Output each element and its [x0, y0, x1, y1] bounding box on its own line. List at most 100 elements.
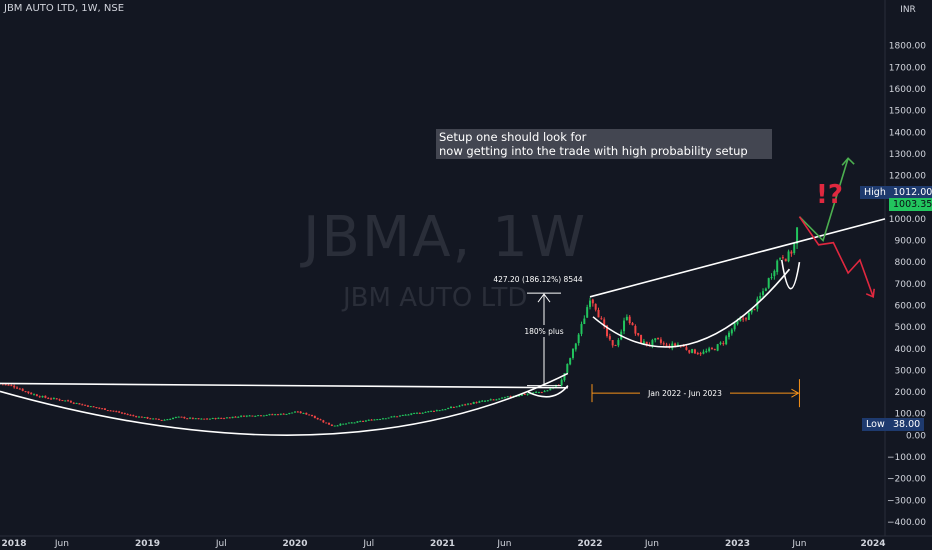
candle-body — [21, 388, 24, 391]
candle-body — [18, 388, 21, 390]
candle-body — [486, 400, 489, 402]
candle-body — [628, 316, 631, 324]
candle-body — [200, 418, 203, 420]
candle-body — [259, 415, 262, 417]
candle-body — [4, 384, 7, 386]
candle-body — [172, 417, 175, 420]
candle-body — [657, 337, 660, 340]
candle-body — [725, 336, 728, 345]
candle-body — [722, 343, 725, 345]
candle-body — [333, 425, 336, 427]
candle-body — [455, 406, 458, 408]
low-label-tag: Low — [862, 418, 889, 431]
candle-body — [569, 358, 572, 365]
setup-note-line1: Setup one should look for — [439, 130, 587, 144]
candle-body — [625, 316, 628, 321]
candle-body — [157, 418, 160, 420]
candle-body — [444, 409, 447, 411]
candle-body — [427, 411, 430, 413]
x-tick-label: Jun — [54, 539, 69, 549]
candle-body — [776, 260, 779, 272]
candle-body — [464, 404, 467, 406]
candle-body — [784, 258, 787, 262]
candle-body — [492, 399, 495, 401]
candle-body — [580, 324, 583, 334]
candle-body — [160, 419, 163, 421]
candle-body — [24, 391, 27, 393]
candle-body — [634, 325, 637, 334]
candle-body — [696, 353, 699, 355]
candle-body — [645, 341, 648, 345]
candle-body — [342, 423, 345, 425]
candle-body — [410, 413, 413, 415]
y-tick-label: 800.00 — [895, 258, 927, 268]
y-tick-label: 400.00 — [895, 345, 927, 355]
candle-body — [38, 396, 41, 398]
candle-body — [308, 414, 311, 416]
candle-body — [191, 417, 194, 419]
y-tick-label: 0.00 — [906, 431, 926, 441]
candle-body — [710, 348, 713, 350]
candle-body — [611, 340, 614, 346]
candle-body — [790, 251, 793, 254]
candle-body — [143, 417, 146, 419]
candle-body — [322, 420, 325, 423]
candle-body — [606, 325, 609, 337]
candle-body — [781, 257, 784, 259]
candle-body — [268, 414, 271, 416]
y-tick-label: −400.00 — [887, 518, 926, 528]
candle-body — [719, 342, 722, 344]
candle-body — [118, 411, 121, 413]
last-price-tag: 1003.35 — [889, 198, 932, 211]
candle-body — [214, 418, 217, 420]
candle-body — [458, 405, 461, 407]
candle-body — [716, 344, 719, 351]
upper-trendline — [589, 218, 886, 298]
candle-body — [189, 417, 192, 419]
candle-body — [336, 425, 339, 427]
candle-body — [367, 419, 370, 421]
x-tick-label: Jun — [791, 539, 806, 549]
candle-body — [237, 416, 240, 418]
candle-body — [387, 417, 390, 419]
candle-body — [362, 420, 365, 422]
candle-body — [549, 388, 552, 391]
candle-body — [126, 414, 129, 416]
candle-body — [339, 423, 342, 426]
candle-body — [313, 415, 316, 419]
candle-body — [240, 415, 243, 417]
candle-body — [617, 340, 620, 346]
candle-body — [10, 385, 13, 387]
bullish-arrow-head — [841, 157, 855, 166]
y-tick-label: 500.00 — [895, 323, 927, 333]
candle-body — [447, 407, 450, 410]
candle-body — [254, 415, 257, 417]
candle-body — [69, 401, 72, 403]
candle-body — [13, 385, 16, 388]
candle-body — [305, 412, 308, 415]
candle-body — [415, 412, 418, 414]
candle-body — [591, 299, 594, 304]
candle-body — [699, 353, 702, 355]
bearish-projection-arrow — [798, 216, 874, 298]
candle-body — [597, 309, 600, 318]
candle-body — [603, 319, 606, 327]
y-tick-label: 600.00 — [895, 301, 927, 311]
candle-body — [155, 418, 158, 420]
candle-body — [86, 405, 89, 407]
exclaim-marker: !? — [816, 180, 843, 210]
candle-body — [384, 418, 387, 420]
candle-body — [95, 407, 98, 409]
candle-body — [262, 415, 265, 417]
candle-body — [540, 392, 543, 394]
candle-body — [129, 414, 132, 416]
candle-body — [285, 413, 288, 415]
candle-body — [103, 408, 106, 410]
plus-label: 180% plus — [524, 327, 563, 336]
candle-body — [713, 349, 716, 351]
candle-body — [98, 407, 101, 409]
y-tick-label: 1500.00 — [889, 107, 926, 117]
y-tick-label: −200.00 — [887, 475, 926, 485]
candle-body — [231, 416, 234, 419]
